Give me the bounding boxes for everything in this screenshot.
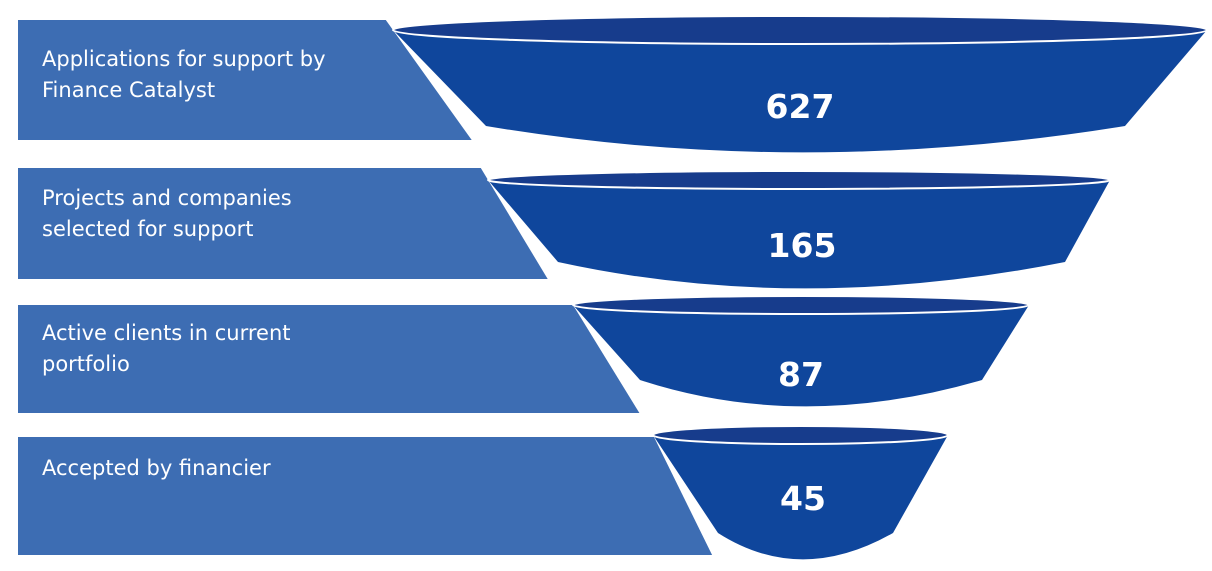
- stage-band-2: [18, 168, 548, 279]
- stage-value-3: 87: [778, 355, 824, 394]
- stage-label-4: Accepted by financier: [42, 456, 271, 480]
- stage-label-3: Active clients in current portfolio: [42, 321, 291, 376]
- stage-value-2: 165: [768, 226, 837, 265]
- stage-label-2: Projects and companies selected for supp…: [42, 186, 292, 241]
- funnel-rim-1: [392, 15, 1208, 45]
- funnel-tier-3: [573, 305, 1029, 407]
- stage-value-1: 627: [766, 87, 835, 126]
- funnel-tier-2: [488, 180, 1110, 289]
- funnel-rim-4: [652, 425, 949, 445]
- stage-value-4: 45: [780, 479, 826, 518]
- funnel-tier-4: [653, 435, 948, 560]
- funnel-rim-3: [572, 295, 1030, 315]
- funnel-tier-1: [393, 30, 1207, 153]
- stage-label-1: Applications for support by Finance Cata…: [42, 47, 326, 102]
- stage-band-3: [18, 305, 640, 413]
- stage-band-4: [18, 437, 713, 555]
- stage-band-1: [18, 20, 472, 140]
- funnel-rim-2: [487, 170, 1111, 190]
